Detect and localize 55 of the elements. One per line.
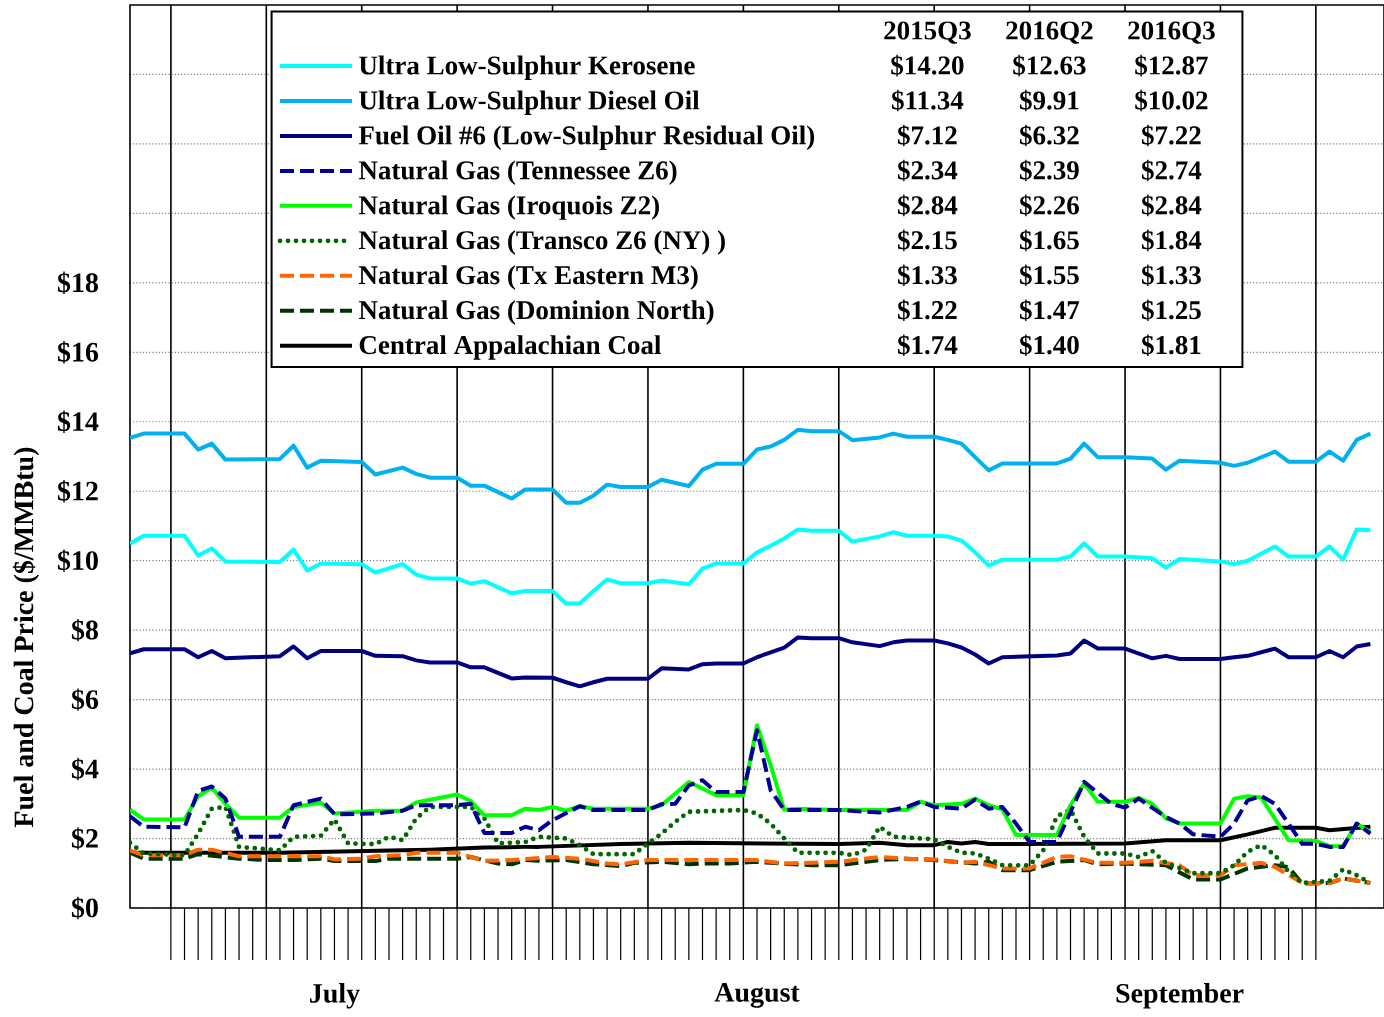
annotation: $2.15 (898, 229, 957, 252)
y-tick-label: $16 (57, 341, 99, 364)
y-tick-label: $8 (71, 618, 99, 642)
annotation: $10.02 (1135, 89, 1208, 112)
annotation: $1.84 (1142, 229, 1202, 252)
annotation: $1.22 (898, 299, 957, 322)
annotation: $2.84 (898, 194, 958, 217)
y-tick-label: $0 (71, 896, 98, 920)
line-series (130, 527, 1373, 606)
annotation: $2.26 (1020, 194, 1079, 217)
annotation: $2.84 (1142, 194, 1202, 217)
legend-label: Natural Gas (Tennessee Z6) (358, 160, 677, 185)
annotation: $1.25 (1142, 299, 1201, 322)
annotation: $1.40 (1020, 334, 1079, 356)
y-tick-label: $18 (57, 271, 99, 295)
annotation: $2.74 (1142, 159, 1202, 182)
annotation: 2016Q2 (1006, 21, 1093, 44)
annotation: $1.81 (1142, 334, 1201, 356)
annotation: $12.63 (1013, 54, 1086, 77)
legend-label: Ultra Low-Sulphur Diesel Oil (359, 90, 700, 116)
annotation: $1.33 (898, 264, 957, 287)
legend-label: Natural Gas (Transco Z6 (NY) ) (358, 230, 725, 255)
legend-label: Central Appalachian Coal (359, 335, 661, 360)
annotation: $1.33 (1142, 264, 1201, 287)
annotation: 2016Q3 (1128, 21, 1215, 44)
annotation: 2015Q3 (884, 21, 971, 44)
annotation: $9.91 (1020, 89, 1079, 112)
x-tick-label: July (310, 983, 360, 1009)
legend-label: Ultra Low-Sulphur Kerosene (359, 55, 695, 81)
y-tick-label: $4 (71, 757, 99, 781)
annotation: $1.55 (1020, 264, 1079, 287)
annotation: $6.32 (1020, 124, 1079, 147)
annotation: $1.65 (1020, 229, 1079, 252)
annotation: $7.22 (1142, 124, 1201, 147)
x-tick-label: September (1116, 983, 1244, 1009)
x-tick-label: August (714, 983, 800, 1008)
y-tick-label: $10 (57, 549, 98, 572)
annotation: $1.74 (898, 334, 958, 356)
annotation: $2.34 (898, 159, 958, 182)
annotation: $14.20 (891, 54, 964, 77)
annotation: $1.47 (1020, 299, 1080, 322)
annotation: $7.12 (898, 124, 957, 147)
annotation: $12.87 (1135, 54, 1208, 77)
y-axis-title: Fuel and Coal Price ($/MMBtu) (12, 447, 40, 828)
legend-label: Fuel Oil #6 (Low-Sulphur Residual Oil) (358, 125, 815, 150)
annotation: $2.39 (1020, 159, 1079, 182)
y-tick-label: $14 (57, 410, 99, 433)
legend-label: Natural Gas (Dominion North) (358, 300, 714, 325)
y-tick-label: $12 (57, 480, 98, 503)
annotation: $11.34 (891, 89, 964, 112)
legend-label: Natural Gas (Iroquois Z2) (358, 195, 659, 220)
line-series (130, 427, 1373, 505)
legend-label: Natural Gas (Tx Eastern M3) (358, 265, 698, 290)
y-tick-label: $2 (71, 827, 98, 850)
y-tick-label: $6 (71, 688, 99, 711)
